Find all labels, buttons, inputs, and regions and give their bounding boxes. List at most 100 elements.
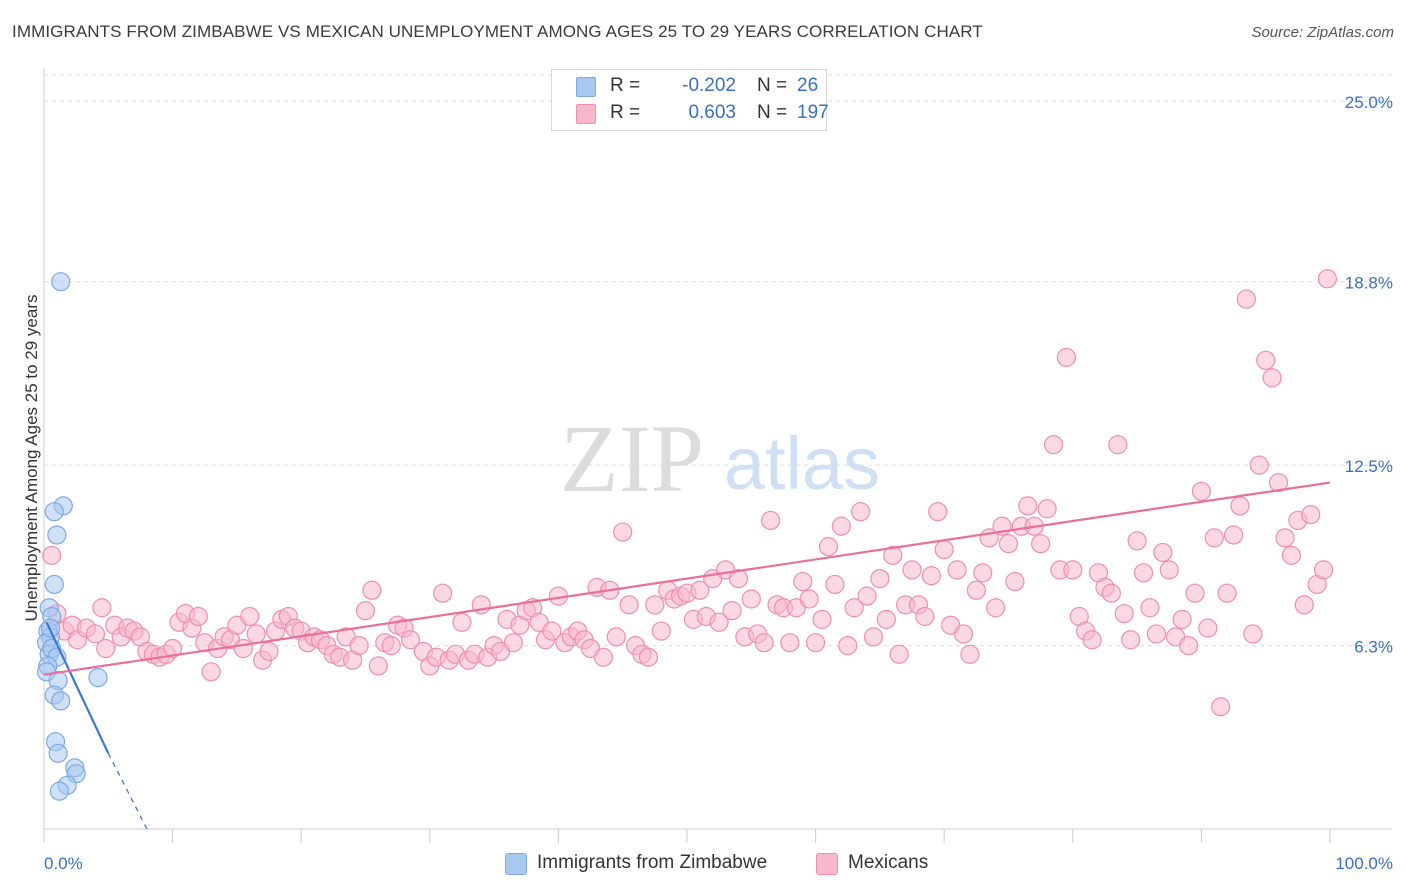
- zimbabwe-point: [88, 668, 108, 688]
- legend-swatch-mexicans: [576, 104, 596, 124]
- mexicans-point: [973, 563, 993, 583]
- mexicans-point: [1101, 583, 1121, 603]
- watermark-zip: ZIP: [560, 405, 704, 512]
- mexicans-point: [349, 635, 369, 656]
- zimbabwe-point: [44, 574, 64, 595]
- mexicans-point: [883, 545, 903, 565]
- mexicans-point: [246, 624, 266, 644]
- bottom-legend-swatch-zimbabwe: [505, 853, 527, 875]
- legend-r-label: R =: [610, 102, 641, 123]
- y-tick-label: 12.5%: [1345, 457, 1393, 476]
- mexicans-point: [728, 569, 749, 589]
- mexicans-point: [355, 601, 376, 621]
- mexicans-point: [1153, 542, 1173, 563]
- mexicans-point: [1204, 528, 1224, 548]
- mexicans-point: [645, 595, 665, 615]
- mexicans-point: [960, 644, 980, 664]
- mexicans-point: [1178, 635, 1199, 656]
- mexicans-point: [818, 537, 839, 557]
- mexicans-point: [362, 580, 382, 600]
- mexicans-point: [1121, 630, 1141, 650]
- mexicans-point: [1281, 545, 1302, 565]
- legend-r-value: -0.202: [682, 75, 736, 96]
- mexicans-point: [902, 560, 922, 580]
- x-tick-label-min: 0.0%: [44, 854, 83, 873]
- zimbabwe-trend-extension: [107, 753, 148, 830]
- mexicans-point: [1146, 624, 1166, 644]
- mexicans-point: [613, 522, 633, 542]
- mexicans-point: [1082, 630, 1102, 650]
- x-tick-label-max: 100.0%: [1335, 854, 1393, 873]
- mexicans-point: [1198, 618, 1218, 638]
- mexicans-point: [503, 633, 523, 653]
- mexicans-point: [201, 662, 221, 682]
- zimbabwe-point: [44, 502, 64, 522]
- mexicans-point: [1133, 563, 1154, 583]
- mexicans-point: [1043, 435, 1064, 455]
- watermark-atlas: atlas: [724, 422, 880, 505]
- y-tick-label: 18.8%: [1345, 274, 1393, 293]
- mexicans-point: [1217, 583, 1237, 603]
- mexicans-point: [1256, 350, 1276, 370]
- mexicans-point: [966, 580, 986, 600]
- mexicans-point: [915, 606, 935, 627]
- mexicans-point: [1313, 560, 1334, 580]
- mexicans-point: [825, 574, 845, 595]
- mexicans-point: [259, 641, 279, 662]
- mexicans-point: [741, 589, 761, 609]
- mexicans-point: [1031, 534, 1051, 554]
- mexicans-point: [1037, 499, 1057, 519]
- bottom-legend-label-zimbabwe: Immigrants from Zimbabwe: [537, 852, 768, 873]
- mexicans-point: [1230, 496, 1250, 516]
- grid-lines: [44, 74, 1392, 647]
- mexicans-trend-line: [43, 481, 1331, 676]
- zimbabwe-point: [51, 272, 71, 292]
- mexicans-point: [1317, 269, 1338, 289]
- legend-swatch-zimbabwe: [576, 77, 596, 97]
- mexicans-point: [812, 609, 832, 629]
- mexicans-point: [851, 502, 871, 522]
- mexicans-point: [844, 598, 864, 618]
- mexicans-point: [934, 539, 954, 560]
- mexicans-point: [1159, 560, 1179, 580]
- mexicans-point: [240, 606, 260, 627]
- mexicans-point: [863, 627, 884, 647]
- bottom-legend-swatch-mexicans: [816, 853, 838, 875]
- y-tick-label: 25.0%: [1345, 93, 1393, 112]
- mexicans-point: [889, 644, 909, 664]
- mexicans-point: [188, 606, 208, 627]
- zimbabwe-point: [47, 525, 67, 545]
- mexicans-point: [452, 612, 472, 632]
- mexicans-point: [593, 647, 614, 667]
- mexicans-point: [1127, 531, 1147, 551]
- mexicans-point: [1063, 560, 1083, 580]
- zimbabwe-point: [51, 691, 71, 711]
- mexicans-point: [709, 612, 729, 632]
- mexicans-point: [986, 598, 1006, 618]
- mexicans-point: [1005, 571, 1025, 592]
- data-points: [36, 269, 1338, 801]
- mexicans-point: [876, 609, 896, 629]
- mexicans-point: [42, 545, 62, 565]
- legend-n-value: 26: [797, 75, 819, 96]
- source-label: Source: ZipAtlas.com: [1251, 24, 1394, 41]
- mexicans-point: [953, 624, 974, 644]
- bottom-legend-label-mexicans: Mexicans: [848, 852, 929, 873]
- mexicans-point: [1172, 609, 1192, 629]
- mexicans-point: [163, 638, 183, 659]
- chart-title: IMMIGRANTS FROM ZIMBABWE VS MEXICAN UNEM…: [12, 22, 983, 41]
- mexicans-point: [1018, 496, 1038, 516]
- y-axis-label: Unemployment Among Ages 25 to 29 years: [22, 295, 41, 622]
- zimbabwe-point: [48, 743, 68, 763]
- mexicans-point: [92, 598, 112, 618]
- mexicans-point: [780, 633, 800, 653]
- mexicans-point: [928, 502, 948, 522]
- mexicans-point: [799, 589, 819, 609]
- legend-n-value: 197: [797, 102, 829, 123]
- legend-r-label: R =: [610, 75, 641, 96]
- mexicans-point: [619, 595, 639, 615]
- mexicans-point: [838, 635, 858, 656]
- mexicans-point: [1140, 598, 1160, 618]
- correlation-legend: R = -0.202 N = 26 R = 0.603 N = 197: [551, 69, 829, 131]
